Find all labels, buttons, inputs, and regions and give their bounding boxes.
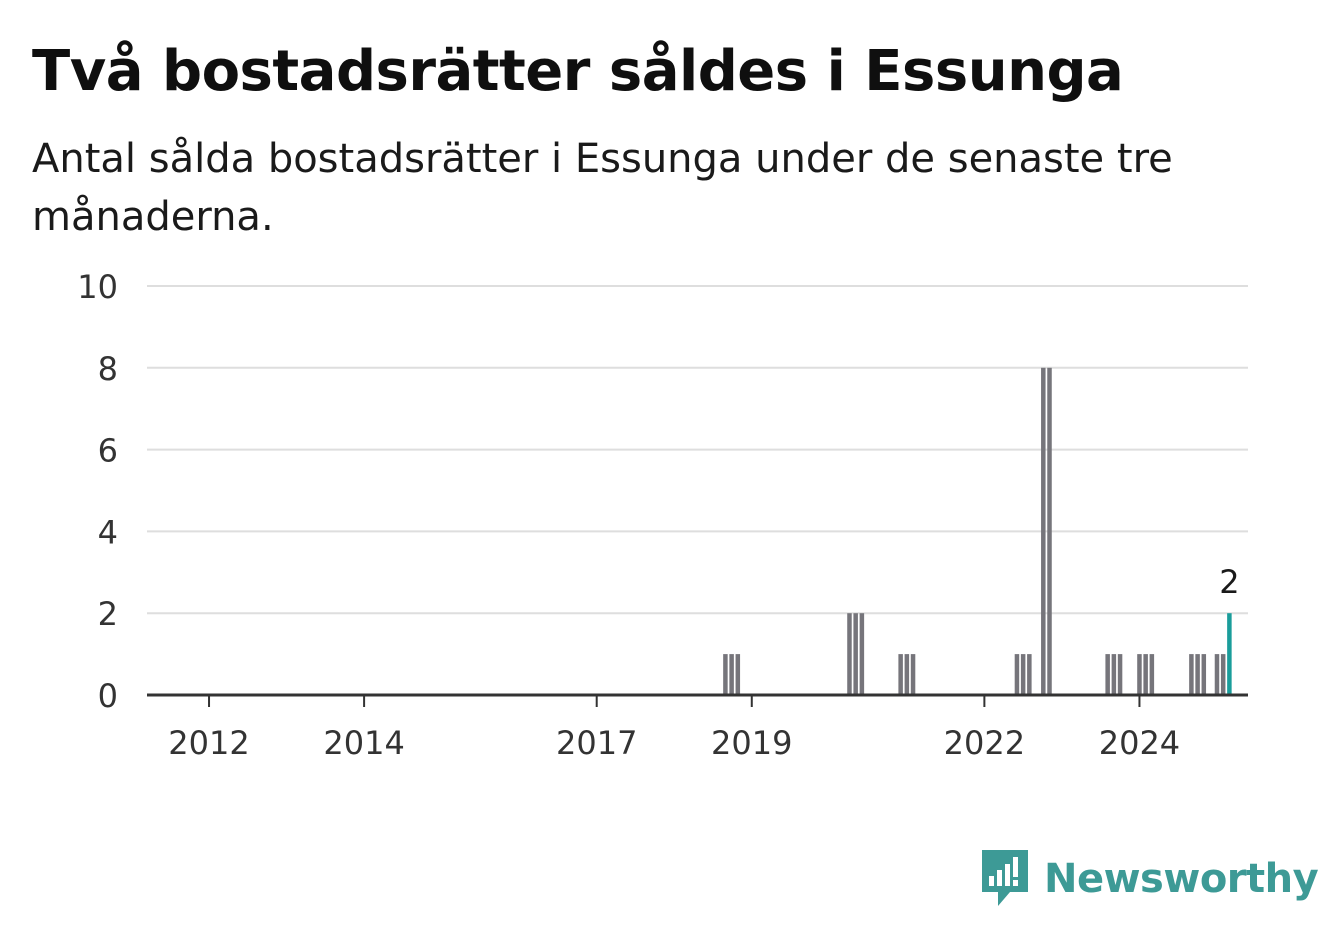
bar-latest (1227, 613, 1232, 695)
brand-logo: Newsworthy (980, 848, 1319, 910)
data-label: 2 (1219, 563, 1239, 601)
bar (1137, 654, 1142, 695)
bar (1195, 654, 1200, 695)
bar (1189, 654, 1194, 695)
data-labels: 2 (1219, 563, 1239, 601)
x-tick-label: 2012 (168, 724, 249, 762)
bar (898, 654, 903, 695)
bar (904, 654, 910, 695)
x-tick-label: 2017 (556, 724, 637, 762)
x-tick-label: 2019 (711, 724, 792, 762)
newsworthy-logo-icon (982, 850, 1028, 906)
brand-name: Newsworthy (1044, 856, 1319, 902)
gridlines (147, 285, 1248, 615)
bar (735, 654, 741, 695)
bar (723, 654, 728, 695)
bar (1020, 654, 1026, 695)
bar (853, 613, 858, 695)
y-tick-label: 6 (98, 432, 118, 470)
chart-subtitle: Antal sålda bostadsrätter i Essunga unde… (32, 136, 1173, 240)
bar (1105, 654, 1110, 695)
bar (729, 654, 734, 695)
bar (1117, 654, 1123, 695)
y-tick-label: 2 (98, 595, 118, 633)
x-tick-label: 2022 (944, 724, 1025, 762)
bar (847, 613, 852, 695)
bar (1047, 367, 1052, 695)
y-tick-label: 4 (98, 513, 118, 551)
bar (859, 613, 865, 695)
bar (1041, 367, 1046, 695)
bar (1111, 654, 1117, 695)
x-axis-ticks: 2012 2014 2017 2019 2022 2024 (168, 695, 1180, 762)
bar (1214, 654, 1220, 695)
bar (910, 654, 916, 695)
x-tick-label: 2024 (1099, 724, 1180, 762)
x-tick-label: 2014 (323, 724, 404, 762)
y-tick-label: 0 (98, 677, 118, 715)
bar (1014, 654, 1020, 695)
bar (1143, 654, 1148, 695)
y-tick-label: 8 (98, 350, 118, 388)
bar (1027, 654, 1032, 695)
y-tick-label: 10 (77, 268, 118, 306)
bar (1220, 654, 1226, 695)
y-axis-ticks: 0 2 4 6 8 10 (77, 268, 118, 715)
bar (1149, 654, 1155, 695)
chart-title: Två bostadsrätter såldes i Essunga (32, 39, 1124, 104)
bar (1201, 654, 1207, 695)
bars (723, 367, 1232, 695)
